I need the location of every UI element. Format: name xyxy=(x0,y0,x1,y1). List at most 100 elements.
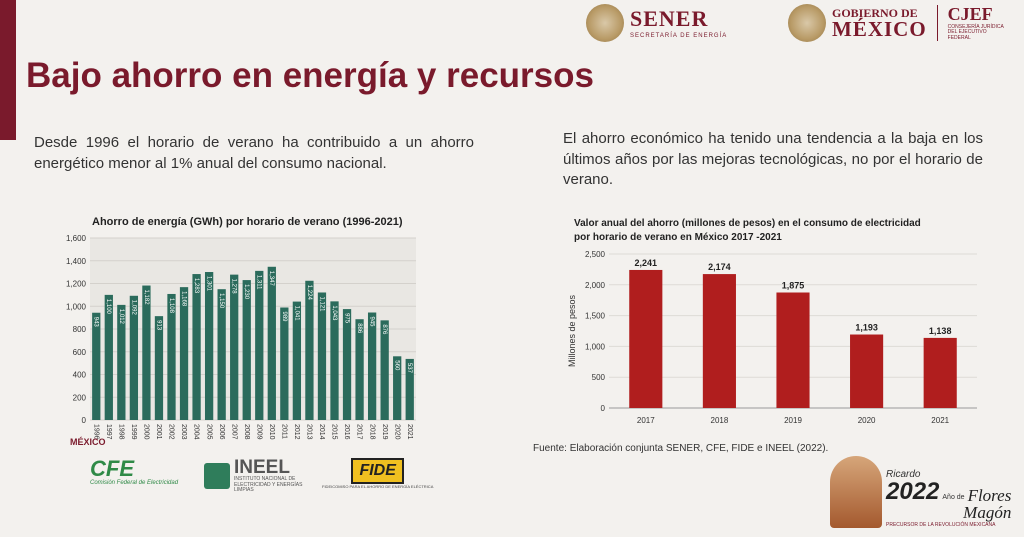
portrait-icon xyxy=(830,456,882,528)
x-tick-label: 2021 xyxy=(406,424,413,440)
data-label: 1,041 xyxy=(293,306,299,322)
y-tick-label: 1,000 xyxy=(66,302,87,311)
cfe-logo: CFE Comisión Federal de Electricidad xyxy=(90,456,179,487)
ineel-logo: INEEL INSTITUTO NACIONAL DE ELECTRICIDAD… xyxy=(204,458,314,494)
data-label: 1,311 xyxy=(256,275,262,290)
x-tick-label: 1996 xyxy=(92,424,99,440)
data-label: 1,043 xyxy=(331,305,337,321)
data-label: 1,108 xyxy=(168,298,174,314)
data-label: 560 xyxy=(394,360,400,371)
fide-name: FIDE xyxy=(351,458,404,484)
bar xyxy=(117,304,126,420)
data-label: 876 xyxy=(381,324,387,335)
anio-badge: Ricardo 2022 Año de Flores Magón PRECURS… xyxy=(830,456,1011,528)
bar xyxy=(242,280,251,420)
data-label: 1,100 xyxy=(105,299,111,315)
data-label: 1,875 xyxy=(782,281,805,291)
gobierno-logo: GOBIERNO DE MÉXICO CJEF CONSEJERÍA JURÍD… xyxy=(788,4,1004,42)
x-tick-label: 2018 xyxy=(368,424,375,440)
y-tick-label: 1,200 xyxy=(66,280,87,289)
data-label: 2,241 xyxy=(635,258,658,268)
cjef-subtitle: CONSEJERÍA JURÍDICA DEL EJECUTIVO FEDERA… xyxy=(947,23,1004,41)
y-tick-label: 1,600 xyxy=(66,234,87,243)
chart-title-line2: por horario de verano en México 2017 -20… xyxy=(574,231,782,243)
right-paragraph: El ahorro económico ha tenido una tenden… xyxy=(563,130,983,189)
x-tick-label: 1998 xyxy=(118,424,125,440)
y-tick-label: 400 xyxy=(73,371,87,380)
data-label: 1,193 xyxy=(855,323,878,333)
y-tick-label: 200 xyxy=(73,393,87,402)
bar xyxy=(850,334,884,408)
data-label: 1,224 xyxy=(306,285,312,301)
x-tick-label: 2015 xyxy=(331,424,338,440)
data-label: 1,283 xyxy=(193,278,199,294)
x-tick-label: 2011 xyxy=(281,424,288,439)
bar xyxy=(267,266,276,420)
x-tick-label: 2001 xyxy=(155,424,162,440)
x-tick-label: 2014 xyxy=(318,424,325,440)
y-tick-label: 600 xyxy=(73,348,87,357)
x-tick-label: 2009 xyxy=(255,424,262,440)
bar xyxy=(230,274,239,420)
bar xyxy=(179,287,189,420)
bar xyxy=(129,295,139,420)
bar xyxy=(280,307,289,420)
cjef-name: CJEF xyxy=(947,3,993,24)
data-label: 1,092 xyxy=(130,300,136,316)
x-tick-label: 2019 xyxy=(381,424,388,440)
bar xyxy=(405,358,414,420)
source-note: Fuente: Elaboración conjunta SENER, CFE,… xyxy=(533,443,829,454)
ineel-name: INEEL xyxy=(234,457,290,478)
x-tick-label: 2000 xyxy=(143,424,150,440)
data-label: 2,174 xyxy=(708,262,731,272)
x-tick-label: 2016 xyxy=(343,424,350,440)
anio-name2: Magón xyxy=(963,503,1012,522)
y-tick-label: 800 xyxy=(73,325,87,334)
x-tick-label: 2020 xyxy=(858,416,876,425)
x-tick-label: 2017 xyxy=(637,416,655,425)
mexico-mini-logo: MÉXICO xyxy=(70,437,106,448)
bar xyxy=(292,301,302,420)
anio-subtitle: PRECURSOR DE LA REVOLUCIÓN MEXICANA xyxy=(886,522,996,528)
x-tick-label: 2006 xyxy=(218,424,225,440)
y-tick-label: 0 xyxy=(82,416,87,425)
bar xyxy=(317,292,327,420)
y-tick-label: 1,400 xyxy=(66,257,87,266)
page-title: Bajo ahorro en energía y recursos xyxy=(26,56,594,95)
bar xyxy=(192,274,201,420)
data-label: 943 xyxy=(93,317,99,328)
sener-logo: SENER SECRETARÍA DE ENERGÍA xyxy=(586,4,727,42)
energy-savings-chart: 0 200 400 600 800 1,000 1,200 1,400 1,600 943 1996… xyxy=(66,234,416,440)
cfe-subtitle: Comisión Federal de Electricidad xyxy=(90,480,179,486)
x-tick-label: 2018 xyxy=(711,416,729,425)
anio-line-top: Ricardo xyxy=(886,469,921,480)
data-label: 537 xyxy=(406,363,412,374)
bar xyxy=(330,301,339,420)
y-tick-label: 0 xyxy=(601,404,606,413)
x-tick-label: 2010 xyxy=(268,424,275,440)
y-tick-label: 2,000 xyxy=(585,281,606,290)
y-tick-label: 1,500 xyxy=(585,312,606,321)
bar xyxy=(142,285,151,420)
data-label: 1,182 xyxy=(143,290,149,306)
data-label: 913 xyxy=(155,320,161,331)
anio-small: Año de xyxy=(942,494,965,501)
data-label: 1,150 xyxy=(218,293,224,309)
x-tick-label: 2003 xyxy=(180,424,187,440)
ineel-subtitle: INSTITUTO NACIONAL DE ELECTRICIDAD Y ENE… xyxy=(234,476,303,493)
bar xyxy=(629,269,663,408)
y-tick-label: 500 xyxy=(592,373,606,382)
bar xyxy=(367,312,377,420)
bar xyxy=(342,309,352,420)
mexico-mini-text: MÉXICO xyxy=(70,437,106,447)
data-label: 975 xyxy=(343,313,349,324)
gobierno-line2: MÉXICO xyxy=(832,16,927,41)
data-label: 989 xyxy=(281,312,287,323)
data-label: 886 xyxy=(356,323,362,334)
y-tick-label: 2,500 xyxy=(585,250,606,259)
divider xyxy=(936,5,938,41)
sener-subtitle: SECRETARÍA DE ENERGÍA xyxy=(630,32,728,39)
data-label: 1,012 xyxy=(118,309,124,325)
cfe-name: CFE xyxy=(90,456,134,481)
energy-chart-title: Ahorro de energía (GWh) por horario de v… xyxy=(92,216,403,228)
